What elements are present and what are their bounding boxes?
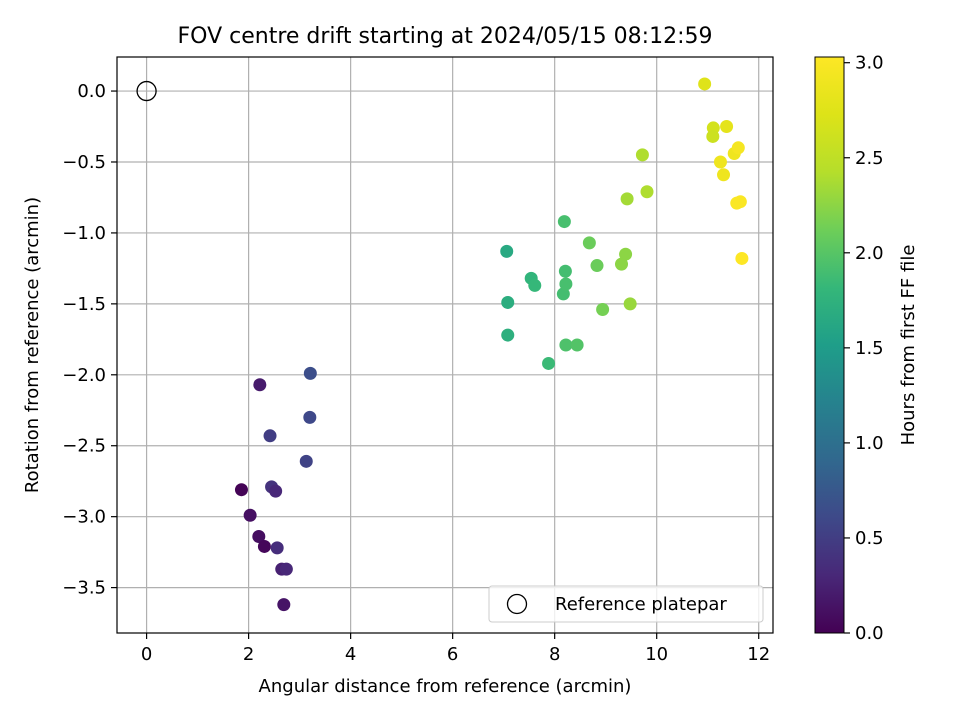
data-point — [559, 338, 573, 352]
data-point — [619, 247, 633, 261]
legend-marker-circle — [506, 593, 528, 615]
data-point — [243, 508, 257, 522]
data-point — [731, 141, 745, 155]
data-point — [557, 215, 571, 229]
reference-marker-layer — [136, 80, 157, 102]
reference-marker — [136, 80, 157, 102]
data-point — [733, 195, 747, 209]
colorbar-tick-label: 2.5 — [855, 148, 884, 169]
data-point — [590, 259, 604, 273]
colorbar-tick-label: 0.5 — [855, 528, 884, 549]
data-point — [640, 185, 654, 199]
data-point — [257, 539, 271, 553]
chart-title: FOV centre drift starting at 2024/05/15 … — [178, 24, 713, 49]
y-tick-label: −2.0 — [62, 365, 106, 386]
data-point — [234, 483, 248, 497]
data-point — [501, 328, 515, 342]
data-point — [735, 251, 749, 265]
data-point — [270, 541, 284, 555]
legend: Reference platepar — [488, 585, 764, 623]
data-point — [556, 287, 570, 301]
data-point — [528, 278, 542, 292]
colorbar — [814, 56, 845, 634]
x-tick-label: 8 — [549, 644, 560, 665]
data-point — [279, 562, 293, 576]
x-tick-label: 6 — [447, 644, 458, 665]
data-point — [500, 244, 514, 258]
data-point — [559, 277, 573, 291]
colorbar-label: Hours from first FF file — [898, 245, 919, 446]
data-point — [269, 484, 283, 498]
data-point — [570, 338, 584, 352]
y-tick-label: −2.5 — [62, 436, 106, 457]
x-tick-label: 4 — [345, 644, 356, 665]
y-tick-label: −3.5 — [62, 578, 106, 599]
data-point — [542, 356, 556, 370]
data-point — [713, 155, 727, 169]
data-point — [706, 129, 720, 143]
data-point — [596, 303, 610, 317]
x-axis-ticks: 0 2 4 6 8 10 12 — [141, 633, 770, 665]
data-point — [303, 366, 317, 380]
x-tick-label: 0 — [141, 644, 152, 665]
x-tick-label: 2 — [243, 644, 254, 665]
colorbar-tick-label: 0.0 — [855, 623, 884, 644]
data-point — [582, 236, 596, 250]
y-tick-label: −1.5 — [62, 294, 106, 315]
y-tick-label: 0.0 — [77, 81, 106, 102]
data-point — [253, 378, 267, 392]
y-tick-label: −0.5 — [62, 152, 106, 173]
y-tick-label: −1.0 — [62, 223, 106, 244]
x-tick-label: 10 — [645, 644, 668, 665]
y-axis-label: Rotation from reference (arcmin) — [22, 197, 43, 493]
data-point — [717, 168, 731, 182]
x-axis-label: Angular distance from reference (arcmin) — [259, 676, 632, 697]
colorbar-ticks: 0.0 0.5 1.0 1.5 2.0 2.5 3.0 — [844, 53, 884, 644]
data-point — [720, 120, 734, 134]
data-point — [252, 530, 266, 544]
colorbar-tick-label: 1.5 — [855, 338, 884, 359]
colorbar-tick-label: 1.0 — [855, 433, 884, 454]
data-point — [501, 295, 515, 309]
data-point — [614, 257, 628, 271]
data-point — [558, 264, 572, 278]
data-point — [263, 429, 277, 443]
data-point — [277, 598, 291, 612]
data-points — [234, 77, 749, 612]
legend-label: Reference platepar — [555, 594, 727, 615]
plot-frame — [116, 56, 774, 634]
colorbar-tick-label: 2.0 — [855, 243, 884, 264]
y-tick-label: −3.0 — [62, 507, 106, 528]
x-tick-label: 12 — [747, 644, 770, 665]
grid — [117, 57, 773, 633]
y-axis-ticks: 0.0 −0.5 −1.0 −1.5 −2.0 −2.5 −3.0 −3.5 — [62, 81, 117, 599]
data-point — [635, 148, 649, 162]
data-point — [620, 192, 634, 206]
legend-box — [488, 585, 764, 623]
data-point — [698, 77, 712, 91]
data-point — [623, 297, 637, 311]
data-point — [299, 454, 313, 468]
colorbar-tick-label: 3.0 — [855, 53, 884, 74]
data-point — [303, 410, 317, 424]
